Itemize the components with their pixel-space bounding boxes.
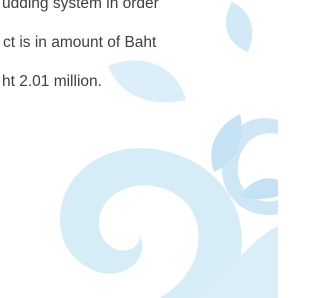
leaf [108,60,186,102]
page: udding system in order ct is in amount o… [0,0,278,298]
leaf [240,178,278,199]
text-line: ct is in amount of Baht [3,34,157,51]
text-line: ht 2.01 million. [2,73,102,90]
text-line: udding system in order [2,0,159,12]
leaf [226,2,252,52]
